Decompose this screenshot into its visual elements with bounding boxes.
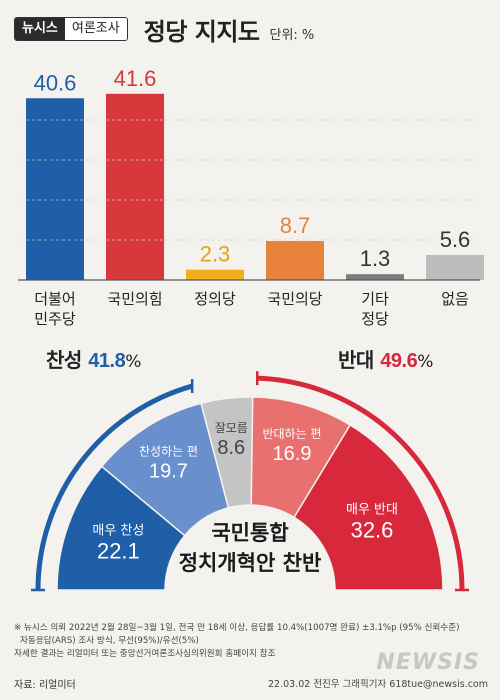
survey-notes: ※ 뉴시스 의뢰 2022년 2월 28일~3월 1일, 전국 만 18세 이상… <box>14 622 489 661</box>
slice-label: 매우 반대 <box>346 502 398 517</box>
category-label: 더불어 <box>34 290 75 308</box>
category-label: 민주당 <box>34 310 76 328</box>
note-line: ※ 뉴시스 의뢰 2022년 2월 28일~3월 1일, 전국 만 18세 이상… <box>14 623 460 633</box>
bar-value-label: 41.6 <box>114 66 157 91</box>
bar-value-label: 2.3 <box>200 242 231 267</box>
category-label: 국민의힘 <box>107 290 162 308</box>
slice-value: 8.6 <box>217 437 245 459</box>
bar-value-label: 8.7 <box>280 213 311 238</box>
brand-logo: 뉴시스 여론조사 <box>14 17 128 41</box>
category-label: 없음 <box>441 290 469 308</box>
agree-label-text: 찬성 <box>46 348 82 372</box>
agree-unit: % <box>125 352 141 372</box>
bar <box>426 254 484 280</box>
agree-bracket-arc <box>35 383 193 591</box>
category-label: 정당 <box>361 310 389 328</box>
disagree-value: 49.6 <box>380 350 418 372</box>
brand-primary: 뉴시스 <box>15 18 65 40</box>
slice-value: 32.6 <box>351 517 394 542</box>
slice-value: 16.9 <box>273 443 312 465</box>
slice-label: 잘모름 <box>215 421 248 435</box>
category-label: 국민의당 <box>267 290 322 308</box>
slice-label: 매우 찬성 <box>92 523 144 538</box>
agree-value: 41.8 <box>88 350 126 372</box>
category-label: 기타 <box>361 290 389 308</box>
bar-value-label: 40.6 <box>34 70 77 95</box>
slice-value: 19.7 <box>149 461 188 483</box>
disagree-total-label: 반대 49.6% <box>338 344 433 373</box>
page-title: 정당 지지도 <box>143 17 260 46</box>
brand-secondary: 여론조사 <box>64 18 127 40</box>
bar-value-label: 1.3 <box>360 246 391 271</box>
graphic-credit: 22.03.02 전진우 그래픽기자 618tue@newsis.com <box>268 679 488 690</box>
disagree-bracket-arc <box>257 375 465 591</box>
bar <box>266 241 324 280</box>
slice-value: 22.1 <box>97 538 140 563</box>
center-title-line1: 국민통합 <box>211 521 289 545</box>
note-line: 자동응답(ARS) 조사 방식, 무선(95%)/유선(5%) <box>20 636 199 646</box>
bar <box>186 269 244 280</box>
note-line: 자세한 결과는 리얼미터 또는 중앙선거여론조사심의위원회 홈페이지 참조 <box>14 649 276 659</box>
bar <box>106 93 164 280</box>
bar-value-label: 5.6 <box>440 227 471 252</box>
unit-label: 단위: % <box>269 27 315 43</box>
agree-total-label: 찬성 41.8% <box>46 344 141 373</box>
bar <box>346 274 404 280</box>
bar <box>26 98 84 280</box>
slice-label: 반대하는 편 <box>262 427 321 441</box>
semicircle-center-title: 국민통합 정치개혁안 찬반 <box>150 518 350 578</box>
newsis-watermark: NEWSIS <box>376 650 480 675</box>
header: 뉴시스 여론조사 정당 지지도 단위: % <box>14 14 315 46</box>
source-label: 자료: 리얼미터 <box>14 680 76 691</box>
disagree-label-text: 반대 <box>338 348 374 372</box>
slice-label: 찬성하는 편 <box>139 444 198 459</box>
category-label: 정의당 <box>194 290 236 308</box>
center-title-line2: 정치개혁안 찬반 <box>178 551 322 575</box>
disagree-unit: % <box>417 352 433 372</box>
pie-slice <box>293 423 444 591</box>
